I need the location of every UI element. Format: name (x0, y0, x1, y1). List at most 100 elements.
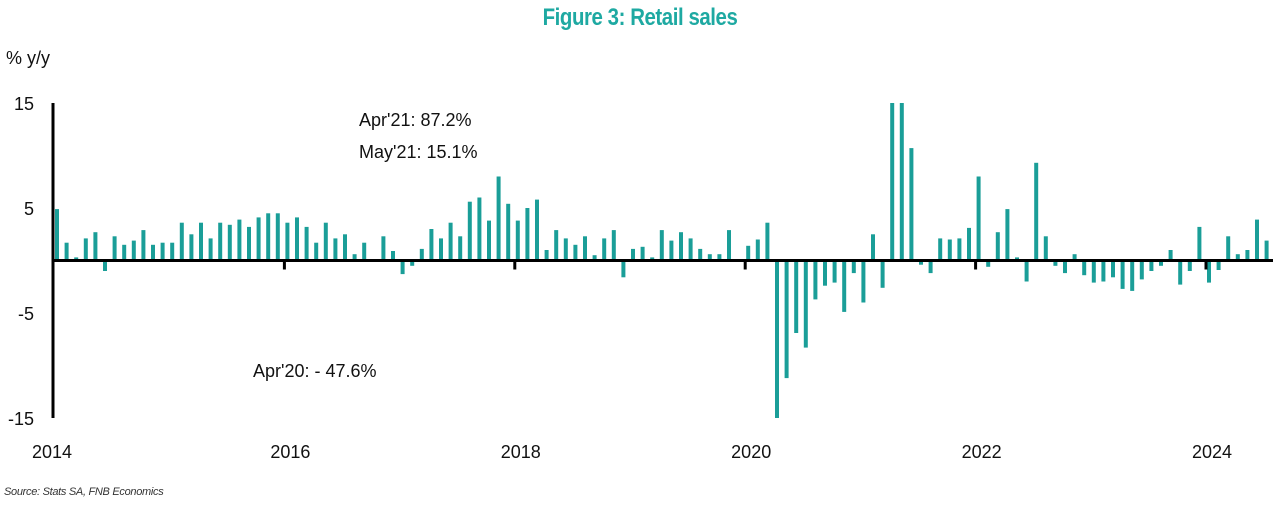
bar (141, 230, 146, 261)
bar (333, 238, 338, 261)
bar (487, 220, 491, 261)
bar (1043, 236, 1048, 261)
bar (515, 220, 520, 261)
bar (1101, 260, 1106, 282)
bar (419, 248, 424, 261)
bar (391, 251, 395, 261)
bar (640, 246, 645, 261)
bar (1005, 209, 1010, 261)
bar (880, 260, 885, 288)
bar (1226, 236, 1231, 261)
bar (698, 248, 703, 261)
bar (688, 238, 693, 261)
bar (1063, 260, 1067, 274)
bar (659, 230, 664, 261)
bar (967, 227, 971, 261)
bar (199, 222, 203, 261)
bar (1255, 219, 1259, 261)
y-axis-unit-label: % y/y (6, 48, 51, 68)
bar (861, 260, 866, 303)
bar (477, 197, 482, 261)
bar (554, 230, 559, 261)
x-tick-labels: 2014 2016 2018 2020 2022 2024 (32, 442, 1232, 462)
bar (871, 234, 875, 261)
bar (285, 222, 290, 261)
annotation-label: Apr'20: - 47.6% (253, 361, 377, 381)
bar (448, 222, 453, 261)
bar (746, 245, 751, 261)
bar (122, 244, 127, 261)
bar (1111, 260, 1115, 278)
annotations: Apr'21: 87.2% May'21: 15.1% Apr'20: - 47.6… (253, 110, 478, 381)
bar (1216, 260, 1221, 270)
bar (976, 176, 981, 261)
x-tick-label: 2022 (962, 442, 1002, 462)
bar (218, 222, 223, 261)
bar (352, 254, 357, 261)
bar (304, 226, 309, 261)
axes-group (51, 103, 1273, 418)
bar (563, 238, 568, 261)
bar (400, 260, 405, 275)
bar (1091, 260, 1096, 283)
bar (890, 103, 895, 261)
bar (458, 236, 463, 261)
annotation-label: May'21: 15.1% (359, 142, 478, 162)
annotation-label: Apr'21: 87.2% (359, 110, 472, 130)
bar (938, 238, 943, 261)
y-tick-label: 5 (24, 199, 34, 219)
bar (784, 260, 789, 379)
bar (112, 236, 117, 261)
bar (631, 248, 635, 261)
bar (1235, 254, 1240, 261)
bar (947, 239, 952, 261)
y-tick-label: -5 (18, 304, 34, 324)
bar (179, 222, 184, 261)
bar (227, 224, 232, 261)
bar (1120, 260, 1125, 289)
bar (669, 240, 674, 261)
bar (650, 257, 655, 261)
bar (986, 260, 991, 267)
y-tick-label: 15 (14, 94, 34, 114)
x-tick-label: 2014 (32, 442, 72, 462)
bar (995, 232, 1000, 261)
bar (851, 260, 856, 274)
bar (573, 244, 578, 261)
bar (1245, 250, 1250, 261)
bar (275, 213, 280, 261)
bar (727, 230, 731, 261)
bar (55, 209, 59, 261)
bar (381, 236, 386, 261)
bar (525, 208, 530, 261)
bar (928, 260, 933, 274)
bar (314, 242, 319, 261)
bar (1024, 260, 1029, 282)
y-tick-label: -15 (8, 409, 34, 429)
bar (170, 242, 175, 261)
bar (160, 242, 165, 261)
bar (842, 260, 847, 312)
bar (256, 217, 261, 261)
x-tick-label: 2024 (1192, 442, 1232, 462)
bar (1207, 260, 1211, 283)
bar (544, 250, 549, 261)
bar (247, 226, 251, 261)
bar (83, 238, 88, 261)
bar (832, 260, 837, 283)
bar (189, 234, 194, 261)
bar (823, 260, 827, 286)
bar (64, 242, 69, 261)
bar (602, 238, 607, 261)
bar (592, 255, 597, 261)
bar (621, 260, 626, 278)
bar (1130, 260, 1135, 291)
bar (1168, 250, 1173, 261)
bar (1264, 240, 1269, 261)
bar (775, 260, 779, 418)
bar (765, 222, 770, 261)
bar (496, 176, 501, 261)
bar (362, 242, 367, 261)
x-tick-label: 2016 (270, 442, 310, 462)
bar (909, 148, 914, 261)
